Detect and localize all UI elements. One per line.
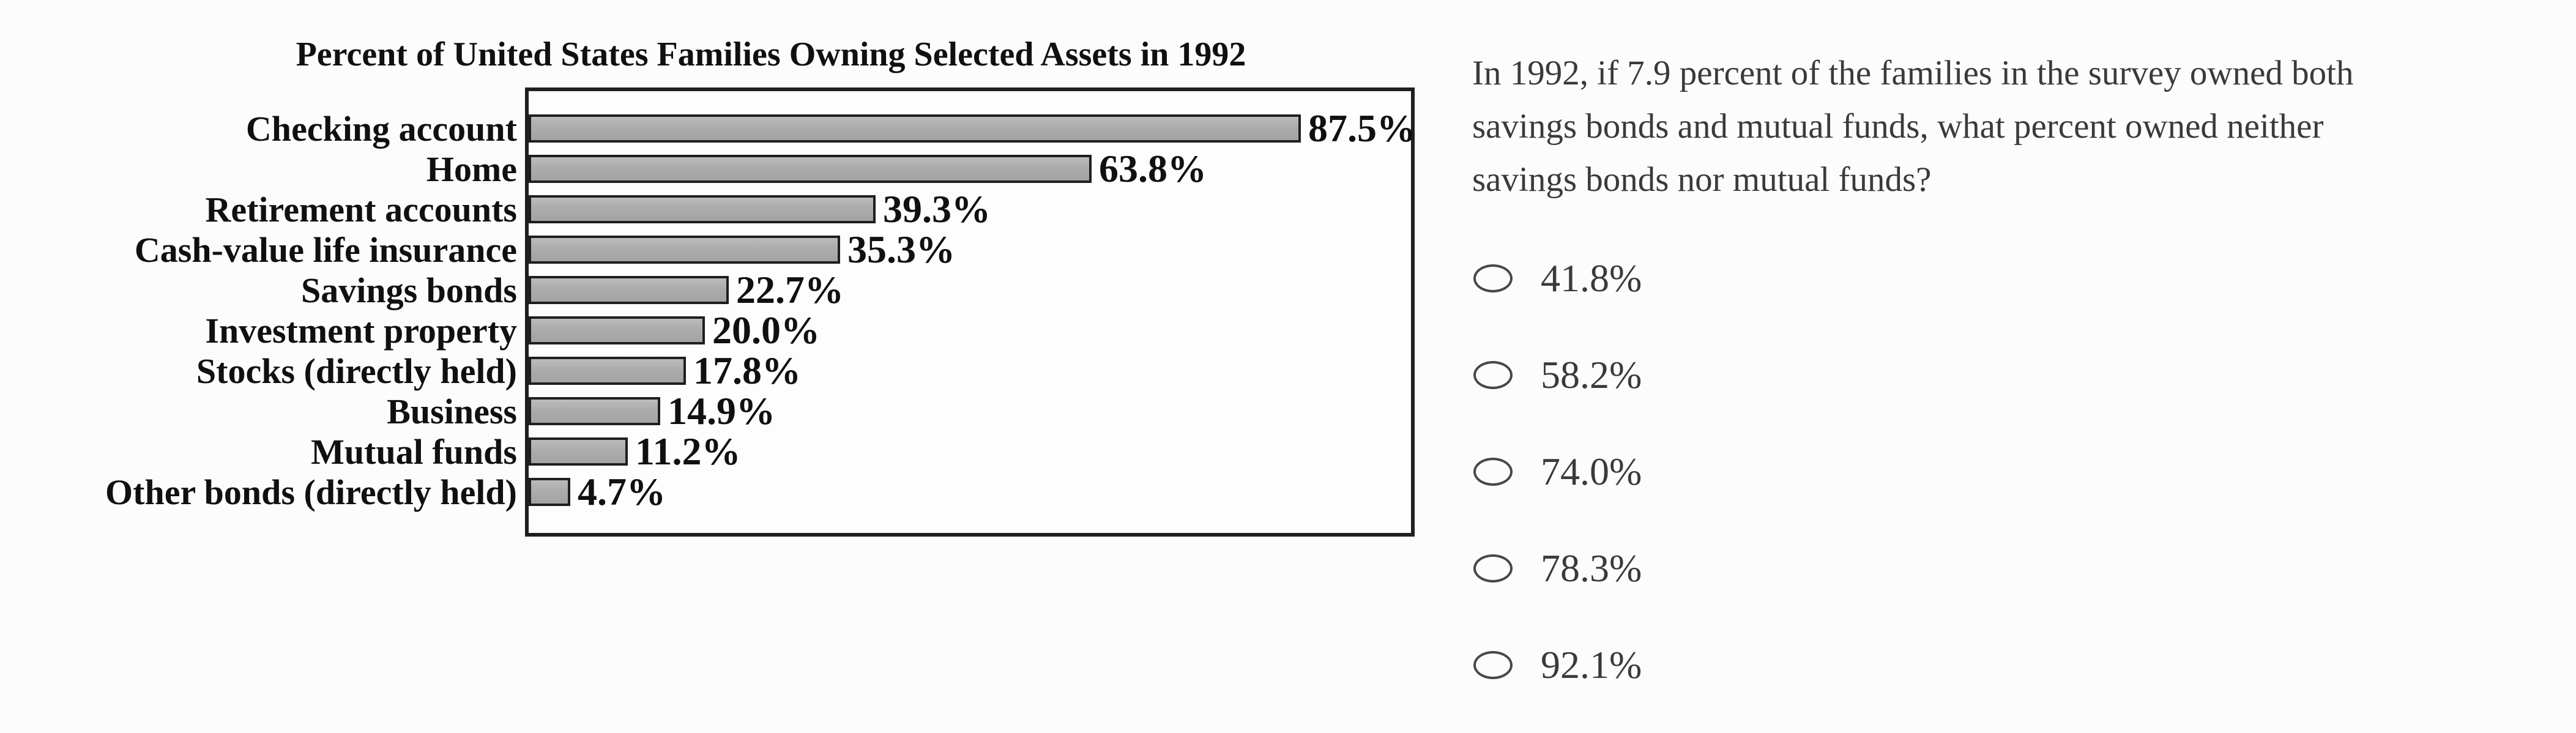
bar-business xyxy=(529,397,660,425)
category-label: Savings bonds xyxy=(300,270,517,310)
category-label: Stocks (directly held) xyxy=(196,351,517,391)
bar-value-label: 63.8% xyxy=(1099,147,1207,190)
category-label: Cash-value life insurance xyxy=(134,229,517,270)
category-label: Other bonds (directly held) xyxy=(105,472,517,512)
bar-value-label: 22.7% xyxy=(736,268,844,311)
bar-checking-account xyxy=(529,114,1301,143)
chart-plot-area: 87.5% 63.8% 39.3% 35.3% 22.7% 20.0% 17.8% 14.9%… xyxy=(525,87,1416,537)
bar-cash-value-life-insurance xyxy=(529,236,840,264)
radio-button-icon[interactable] xyxy=(1473,554,1513,582)
bar-value-label: 35.3% xyxy=(847,228,955,271)
bar-stocks-directly-held- xyxy=(529,357,686,385)
bar-value-label: 4.7% xyxy=(578,470,666,513)
category-label: Retirement accounts xyxy=(205,189,517,229)
bar-home xyxy=(529,155,1092,183)
question-text: In 1992, if 7.9 percent of the families … xyxy=(1472,54,2354,199)
bar-value-label: 14.9% xyxy=(668,389,775,433)
category-label: Home xyxy=(426,149,517,189)
option-label: 92.1% xyxy=(1541,643,1642,686)
bar-chart-figure: Percent of United States Families Owning… xyxy=(0,0,1469,563)
radio-button-icon[interactable] xyxy=(1473,361,1513,389)
radio-button-icon[interactable] xyxy=(1473,458,1513,486)
chart-title: Percent of United States Families Owning… xyxy=(296,35,1246,73)
category-label: Checking account xyxy=(245,108,517,149)
bar-value-label: 20.0% xyxy=(712,308,820,352)
option-label: 41.8% xyxy=(1541,256,1642,300)
answer-option-5[interactable]: 92.1% xyxy=(1473,617,2330,713)
bar-value-label: 17.8% xyxy=(693,349,801,392)
category-label: Investment property xyxy=(205,310,517,351)
category-label: Mutual funds xyxy=(311,431,517,472)
bar-other-bonds-directly-held- xyxy=(529,478,570,506)
answer-option-4[interactable]: 78.3% xyxy=(1473,520,2330,617)
bar-retirement-accounts xyxy=(529,195,876,223)
bar-value-label: 87.5% xyxy=(1308,106,1416,150)
radio-button-icon[interactable] xyxy=(1473,264,1513,292)
answer-option-1[interactable]: 41.8% xyxy=(1473,230,2330,327)
option-label: 74.0% xyxy=(1541,450,1642,493)
option-label: 78.3% xyxy=(1541,546,1642,590)
category-label: Business xyxy=(387,391,517,431)
answer-option-3[interactable]: 74.0% xyxy=(1473,423,2330,520)
bar-savings-bonds xyxy=(529,276,729,304)
radio-button-icon[interactable] xyxy=(1473,651,1513,679)
bar-mutual-funds xyxy=(529,437,628,466)
answer-options-list: 41.8% 58.2% 74.0% 78.3% 92.1% xyxy=(1473,230,2330,713)
bar-investment-property xyxy=(529,316,705,344)
option-label: 58.2% xyxy=(1541,353,1642,396)
answer-option-2[interactable]: 58.2% xyxy=(1473,327,2330,423)
bar-value-label: 11.2% xyxy=(635,430,741,473)
bar-value-label: 39.3% xyxy=(883,187,991,231)
